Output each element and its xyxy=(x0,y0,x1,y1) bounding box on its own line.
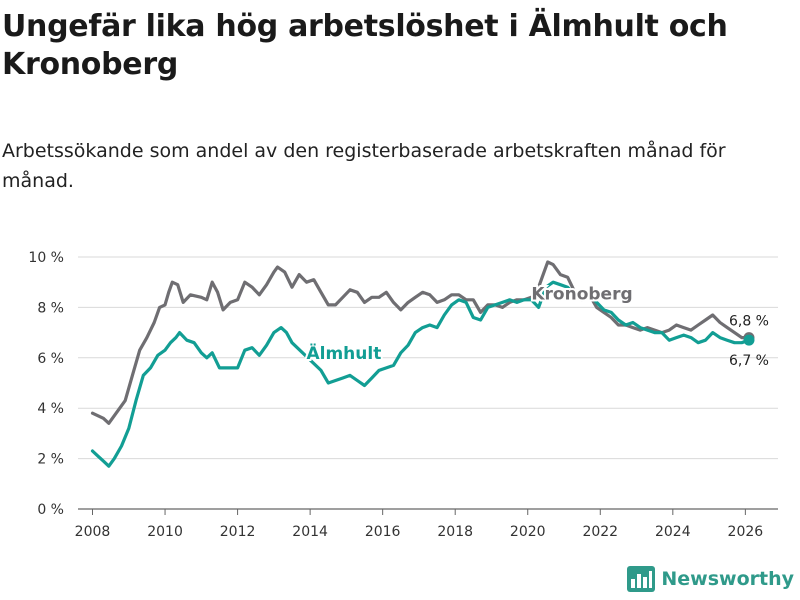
grid-lines xyxy=(78,256,778,510)
y-tick-label: 2 % xyxy=(37,452,64,468)
series-label-kronoberg: Kronoberg xyxy=(531,285,632,305)
end-value-label: 6,8 % xyxy=(729,314,769,330)
x-tick-label: 2026 xyxy=(728,524,764,540)
x-tick-label: 2020 xyxy=(510,524,546,540)
x-axis: 2008 2010 2012 2014 2016 2018 2020 2022 2024 2026 xyxy=(75,509,764,540)
x-tick-label: 2008 xyxy=(75,524,111,540)
x-tick-label: 2018 xyxy=(437,524,473,540)
brand-name: Newsworthy xyxy=(661,568,794,590)
x-tick-label: 2010 xyxy=(147,524,183,540)
x-tick-label: 2024 xyxy=(655,524,691,540)
y-tick-label: 4 % xyxy=(37,401,64,417)
chart-subtitle: Arbetssökande som andel av den registerb… xyxy=(2,140,726,192)
end-value-label: 6,7 % xyxy=(729,353,769,369)
series-annotations: Kronoberg Älmhult xyxy=(304,283,634,366)
y-axis: 0 % 2 % 4 % 6 % 8 % 10 % xyxy=(28,250,64,518)
y-tick-label: 0 % xyxy=(37,502,64,518)
x-tick-label: 2022 xyxy=(582,524,618,540)
y-tick-label: 6 % xyxy=(37,351,64,367)
x-tick-label: 2012 xyxy=(220,524,256,540)
end-point-marker xyxy=(743,334,755,346)
x-tick-label: 2016 xyxy=(365,524,401,540)
y-tick-label: 8 % xyxy=(37,300,64,316)
series-line-almhult xyxy=(90,280,751,468)
series-line-kronoberg xyxy=(90,260,751,425)
bar-chart-logo-icon xyxy=(627,566,656,592)
y-tick-label: 10 % xyxy=(28,250,64,266)
series-lines: 6,8 % 6,7 % xyxy=(90,260,769,468)
x-tick-label: 2014 xyxy=(292,524,328,540)
chart-title: Ungefär lika hög arbetslöshet i Älmhult … xyxy=(2,9,728,82)
series-label-almhult: Älmhult xyxy=(306,342,381,364)
newsworthy-logo: Newsworthy xyxy=(627,566,794,592)
